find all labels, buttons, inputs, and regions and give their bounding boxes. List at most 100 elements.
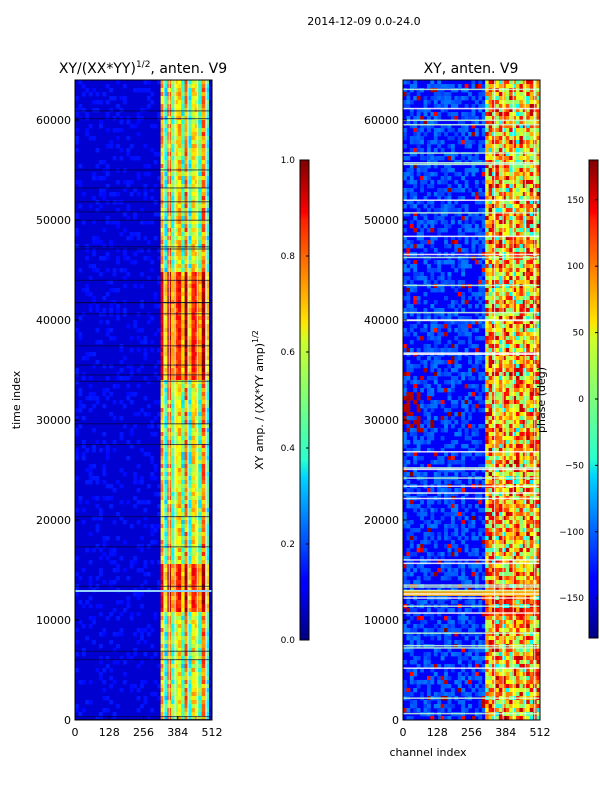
- heatmap1-cell: [191, 436, 196, 441]
- heatmap2-cell: [536, 216, 540, 221]
- heatmap2-cell: [471, 216, 476, 221]
- heatmap2-cell: [519, 260, 524, 265]
- heatmap1-cell: [160, 680, 165, 685]
- heatmap1-cell: [170, 100, 175, 105]
- heatmap2-cell: [519, 116, 524, 121]
- heatmap2-cell: [488, 216, 493, 221]
- heatmap1-cell: [129, 444, 134, 449]
- heatmap1-cell: [188, 524, 192, 529]
- heatmap2-cell: [437, 328, 442, 333]
- heatmap2-cell: [505, 152, 510, 157]
- heatmap2-cell: [495, 348, 500, 353]
- heatmap1-cell: [174, 372, 179, 377]
- heatmap1-cell: [184, 556, 189, 561]
- heatmap1-cell: [160, 392, 165, 397]
- heatmap2-cell: [485, 280, 490, 285]
- heatmap2-cell: [509, 208, 513, 213]
- heatmap1-cell: [184, 240, 189, 245]
- heatmap2-cell: [444, 228, 448, 233]
- heatmap1-cell: [181, 160, 185, 165]
- heatmap2-cell: [492, 112, 496, 117]
- heatmap2-cell: [519, 248, 524, 253]
- heatmap2-cell: [471, 228, 476, 233]
- heatmap2-cell: [416, 272, 421, 277]
- heatmap1-cell: [191, 84, 196, 89]
- heatmap1-cell: [174, 640, 179, 645]
- heatmap1-cell: [205, 456, 209, 461]
- heatmap1-cell: [184, 328, 189, 333]
- heatmap2-cell: [536, 112, 540, 117]
- heatmap1-cell: [205, 224, 209, 229]
- heatmap1-cell: [198, 392, 203, 397]
- heatmap2-cell: [512, 184, 517, 189]
- heatmap2-cell: [416, 128, 421, 133]
- heatmap1-cell: [201, 120, 206, 125]
- heatmap2-cell: [454, 348, 459, 353]
- heatmap2-cell: [423, 328, 428, 333]
- heatmap1-cell: [184, 276, 189, 281]
- heatmap2-cell: [426, 108, 431, 113]
- heatmap1-cell: [92, 616, 96, 621]
- heatmap1-cell: [191, 412, 196, 417]
- heatmap1-cell: [188, 668, 192, 673]
- heatmap1-cell: [75, 232, 79, 237]
- heatmap2-cell: [495, 264, 500, 269]
- heatmap1-cell: [136, 120, 141, 125]
- heatmap1-cell: [205, 512, 209, 517]
- heatmap1-cell: [177, 240, 182, 245]
- heatmap1-cell: [174, 128, 179, 133]
- heatmap1-cell: [177, 572, 182, 577]
- heatmap2-cell: [485, 152, 490, 157]
- heatmap1-cell: [181, 644, 185, 649]
- heatmap1-cell: [191, 424, 196, 429]
- heatmap2-cell: [526, 220, 531, 225]
- heatmap2-cell: [416, 232, 421, 237]
- heatmap1-cell: [201, 456, 206, 461]
- heatmap1-cell: [164, 156, 168, 161]
- heatmap2-cell: [526, 140, 531, 145]
- heatmap1-cell: [205, 704, 209, 709]
- heatmap1-cell: [146, 716, 151, 720]
- heatmap1-cell: [177, 716, 182, 720]
- heatmap1-cell: [198, 500, 203, 505]
- heatmap2-cell: [516, 192, 520, 197]
- heatmap1-cell: [184, 712, 189, 717]
- heatmap2-cell: [516, 196, 520, 201]
- heatmap1-cell: [174, 256, 179, 261]
- heatmap2-cell: [512, 336, 517, 341]
- heatmap1-cell: [164, 656, 168, 661]
- heatmap1-cell: [177, 660, 182, 665]
- heatmap1-cell: [78, 576, 83, 581]
- heatmap2-cell: [447, 124, 452, 129]
- heatmap2-cell: [457, 340, 462, 345]
- heatmap1-cell: [170, 676, 175, 681]
- heatmap1-cell: [160, 632, 165, 637]
- heatmap2-cell: [536, 328, 540, 333]
- heatmap1-cell: [146, 164, 151, 169]
- heatmap1-cell: [160, 396, 165, 401]
- heatmap1-cell: [136, 664, 141, 669]
- heatmap2-cell: [447, 192, 452, 197]
- heatmap2-cell: [461, 188, 466, 193]
- heatmap2-cell: [440, 284, 445, 289]
- heatmap2-cell: [526, 112, 531, 117]
- heatmap1-cell: [164, 684, 168, 689]
- heatmap1-cell: [112, 336, 117, 341]
- heatmap1-cell: [170, 96, 175, 101]
- heatmap1-cell: [181, 188, 185, 193]
- heatmap1-cell: [140, 480, 144, 485]
- heatmap2-cell: [516, 268, 520, 273]
- heatmap1-cell: [205, 252, 209, 257]
- heatmap1-cell: [177, 340, 182, 345]
- heatmap1-cell: [164, 188, 168, 193]
- heatmap1-cell: [177, 636, 182, 641]
- heatmap2-cell: [488, 92, 493, 97]
- heatmap2-cell: [509, 280, 513, 285]
- heatmap1-cell: [184, 524, 189, 529]
- heatmap2-cell: [450, 236, 455, 241]
- heatmap1-cell: [116, 260, 120, 265]
- heatmap2-cell: [447, 196, 452, 201]
- heatmap1-cell: [177, 708, 182, 713]
- heatmap1-cell: [188, 424, 192, 429]
- heatmap2-cell: [440, 148, 445, 153]
